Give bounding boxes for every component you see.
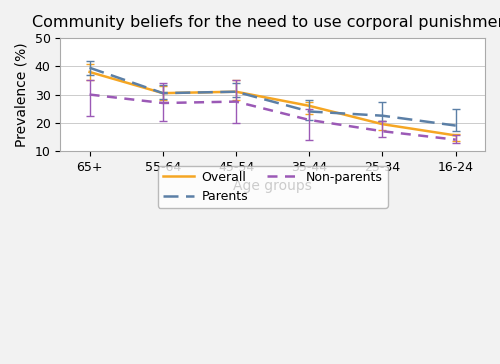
Legend: Overall, Parents, Non-parents: Overall, Parents, Non-parents <box>158 166 388 208</box>
X-axis label: Age groups: Age groups <box>233 179 312 193</box>
Y-axis label: Prevalence (%): Prevalence (%) <box>15 42 29 147</box>
Title: Community beliefs for the need to use corporal punishment: Community beliefs for the need to use co… <box>32 15 500 30</box>
